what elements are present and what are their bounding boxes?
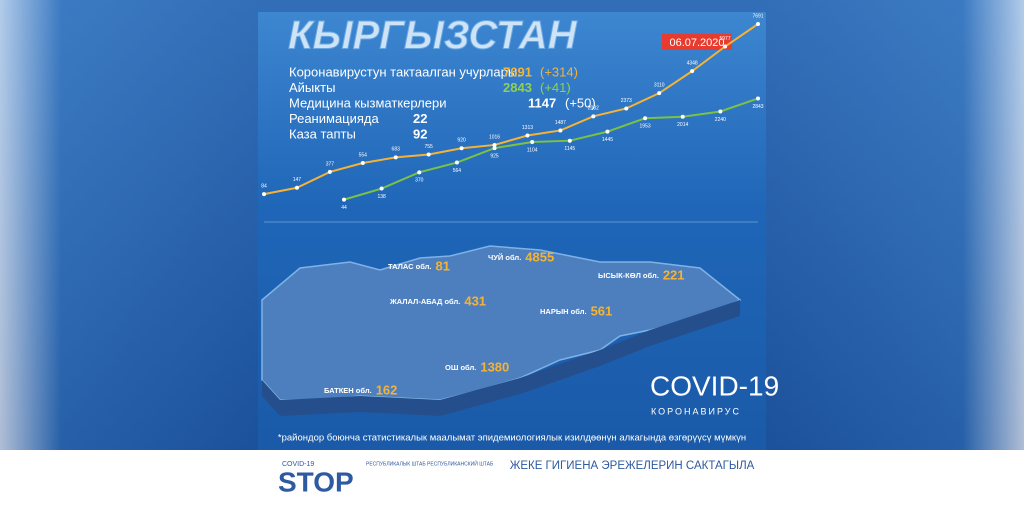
footer-band [0,450,1024,512]
trend-point [492,146,497,151]
region-name: ЖАЛАЛ-АБАД обл. [389,297,460,306]
trend-label: 1145 [564,146,575,152]
region-name: НАРЫН обл. [540,307,587,316]
region-value: 1380 [480,359,509,374]
region-value: 561 [591,303,613,318]
trend-label: 1445 [602,137,613,143]
trend-point [426,152,431,157]
region-name: ОШ обл. [445,363,476,372]
stat-value: 22 [413,111,427,126]
trend-label: 4348 [687,60,698,66]
trend-point [525,133,530,138]
trend-line [343,97,759,201]
badge-title: COVID-19 [650,370,779,401]
trend-label: 2373 [621,98,632,104]
date-box [662,34,732,50]
logo-small: COVID-19 [282,461,314,468]
stat-value: 1147 [528,95,556,110]
trend-label: 44 [341,205,347,211]
trend-label: 7691 [752,13,763,19]
trend-point [530,140,535,145]
trend-label: 1953 [640,124,651,130]
trend-point [379,186,384,191]
trend-point [723,44,728,49]
stat-label: Айыкты [289,80,335,95]
trend-label: 920 [457,138,466,144]
trend-point [417,170,422,175]
stat-delta: (+41) [540,80,571,95]
trend-point [558,128,563,133]
region-name: БАТКЕН обл. [324,386,372,395]
trend-point [680,114,685,119]
trend-point [605,129,610,134]
trend-label: 5977 [720,36,731,42]
trend-point [624,106,629,111]
stat-label: Реанимацияда [289,111,380,126]
trend-point [459,146,464,151]
stat-delta: (+314) [540,64,578,79]
logo: STOP [278,466,354,497]
region-value: 221 [663,267,685,282]
title: КЫРГЫЗСТАН [288,14,578,58]
slogan: ЖЕКЕ ГИГИЕНА ЭРЕЖЕЛЕРИН САКТАГЫЛА [510,460,755,472]
region-name: ТАЛАС обл. [388,262,431,271]
trend-point [342,197,346,202]
trend-label: 1313 [522,125,533,131]
trend-point [294,185,299,190]
trend-point [657,91,662,96]
region-value: 431 [464,293,486,308]
trend-label: 554 [359,152,368,158]
region-value: 4855 [525,249,554,264]
region-value: 81 [435,258,449,273]
trend-label: 2032 [588,106,599,112]
trend-point [690,69,695,74]
region-value: 162 [376,382,398,397]
footnote: *райондор боюнча статистикалык маалымат … [278,433,746,444]
stat-value: 2843 [503,80,532,95]
trend-point [643,116,648,121]
trend-label: 2014 [677,122,688,128]
trend-label: 1104 [527,147,538,153]
region-name: ЫСЫК-КӨЛ обл. [598,271,659,280]
trend-label: 2240 [715,117,726,123]
stat-label: Медицина кызматкерлери [289,95,446,110]
trend-label: 755 [424,144,433,150]
trend-label: 147 [293,177,302,183]
trend-label: 925 [490,153,499,159]
trend-label: 2843 [752,104,763,110]
map-edge [262,300,740,416]
trend-line [263,23,759,196]
trend-label: 1487 [555,120,566,126]
trend-label: 370 [415,178,424,184]
trend-label: 1016 [489,134,500,140]
stat-value: 7691 [503,64,532,79]
badge-subtitle: КОРОНАВИРУС [651,406,741,416]
trend-label: 138 [377,194,386,200]
trend-point [591,114,596,119]
stat-label: Коронавирустун тактаалган учурлары: [289,64,521,79]
trend-point [454,160,459,165]
trend-label: 564 [453,168,462,174]
date: 06.07.2020 [669,37,724,49]
org: РЕСПУБЛИКАЛЫК ШТАБ РЕСПУБЛИКАНСКИЙ ШТАБ [366,459,494,467]
trend-label: 84 [261,183,267,189]
trend-label: 683 [392,147,401,153]
trend-point [718,109,723,114]
trend-point [567,138,572,143]
trend-point [756,22,760,26]
stat-value: 92 [413,126,427,141]
stat-delta: (+50) [565,95,596,110]
trend-label: 3110 [654,83,665,89]
stat-label: Каза тапты [289,126,356,141]
trend-point [393,155,398,160]
trend-point [360,161,365,166]
trend-point [756,96,760,101]
trend-point [492,142,497,147]
trend-label: 377 [326,161,335,167]
trend-point [262,192,266,197]
trend-point [327,169,332,174]
region-name: ЧУЙ обл. [488,253,521,262]
